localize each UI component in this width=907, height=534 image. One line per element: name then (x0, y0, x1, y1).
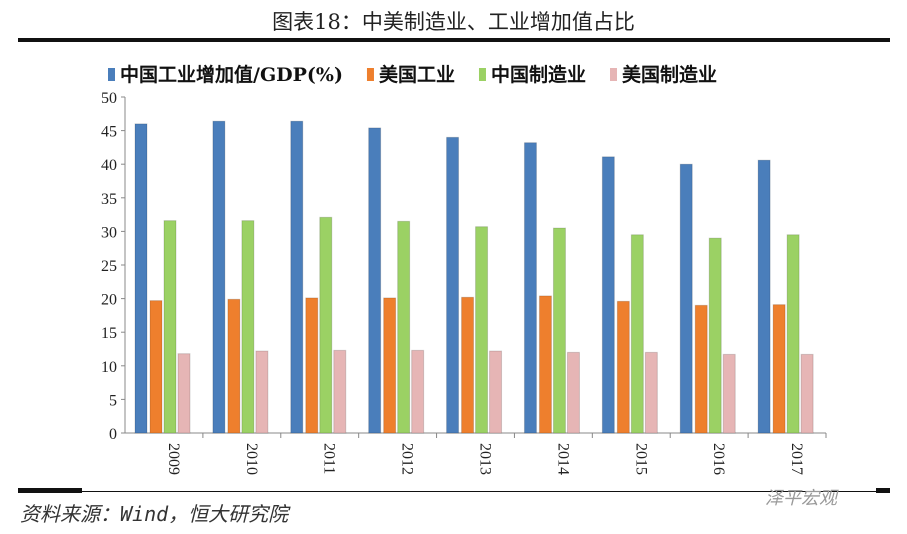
source-note: 资料来源：Wind，恒大研究院 (20, 502, 289, 526)
bar-2010-0 (212, 120, 226, 434)
y-tick-label: 0 (109, 426, 117, 443)
bottom-divider-right (876, 488, 890, 493)
y-tick-label: 50 (101, 90, 117, 107)
legend-label: 中国制造业 (491, 63, 586, 86)
bar-2016-1 (694, 304, 708, 434)
bar-2016-3 (722, 353, 736, 434)
bar-2012-1 (383, 297, 397, 434)
bar-2009-0 (134, 123, 148, 434)
x-tick-label: 2012 (399, 443, 416, 475)
bar-2014-1 (538, 295, 552, 434)
y-tick-label: 35 (101, 191, 117, 208)
bar-2015-3 (644, 351, 658, 434)
y-tick-label: 10 (101, 359, 117, 376)
bar-2013-3 (489, 350, 503, 434)
x-tick-label: 2013 (477, 443, 494, 475)
bar-2009-1 (149, 300, 163, 434)
bar-2014-0 (523, 142, 537, 434)
y-tick-label: 5 (109, 392, 117, 409)
bar-2012-2 (397, 220, 411, 434)
bar-2015-2 (630, 234, 644, 434)
bar-2017-1 (772, 304, 786, 434)
bar-2011-2 (319, 216, 333, 434)
bar-2009-2 (163, 220, 177, 434)
y-tick-label: 40 (101, 157, 117, 174)
bar-2010-1 (227, 298, 241, 434)
y-tick-label: 30 (101, 224, 117, 241)
top-divider (18, 38, 890, 42)
bar-2017-3 (800, 353, 814, 434)
y-tick-label: 20 (101, 292, 117, 309)
chart-title: 图表18：中美制造业、工业增加值占比 (272, 10, 635, 34)
bar-2016-2 (708, 237, 722, 434)
bar-2016-0 (679, 163, 693, 434)
bar-2011-0 (290, 120, 304, 434)
watermark: 泽平宏观 (765, 488, 837, 509)
legend-label: 中国工业增加值/GDP(%) (120, 63, 343, 86)
bar-2012-0 (368, 127, 382, 434)
bar-2010-3 (255, 350, 269, 434)
bar-2013-2 (475, 226, 489, 434)
bar-2012-3 (411, 349, 425, 434)
x-tick-label: 2017 (788, 443, 805, 475)
x-tick-label: 2014 (554, 443, 571, 475)
y-tick-label: 45 (101, 124, 117, 141)
bar-2017-2 (786, 234, 800, 434)
legend-swatch (478, 68, 486, 81)
legend-swatch (366, 68, 374, 81)
bar-2013-0 (446, 136, 460, 434)
y-tick-label: 15 (101, 325, 117, 342)
x-tick-label: 2010 (243, 443, 260, 475)
bar-2015-1 (616, 300, 630, 434)
bar-2013-1 (461, 296, 475, 434)
bar-2010-2 (241, 220, 255, 434)
bottom-divider (18, 491, 890, 492)
bar-2014-2 (552, 227, 566, 434)
bar-2009-3 (177, 353, 191, 434)
legend-label: 美国工业 (379, 63, 455, 86)
legend-label: 美国制造业 (622, 63, 717, 86)
x-tick-label: 2011 (321, 443, 338, 474)
bar-2011-1 (305, 297, 319, 434)
x-tick-label: 2016 (710, 443, 727, 475)
legend-swatch (610, 68, 617, 81)
y-tick-label: 25 (101, 258, 117, 275)
legend-swatch (108, 68, 115, 81)
bar-2017-0 (757, 159, 771, 434)
x-tick-label: 2015 (632, 443, 649, 475)
bar-2014-3 (566, 351, 580, 434)
x-tick-label: 2009 (165, 443, 182, 475)
bar-2011-3 (333, 349, 347, 434)
bar-2015-0 (601, 156, 615, 434)
bottom-divider-left (18, 488, 82, 493)
